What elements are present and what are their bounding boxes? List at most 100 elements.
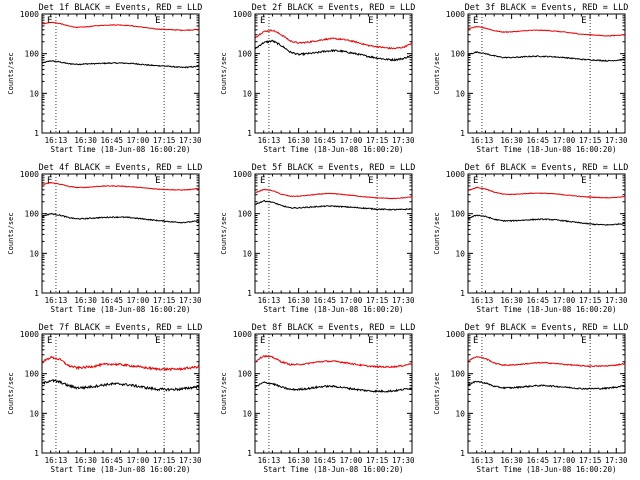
event-marker-label: E (260, 176, 265, 186)
y-axis-label: Counts/sec (7, 212, 15, 254)
x-tick-label: 16:13 (471, 136, 494, 145)
y-tick-label: 100 (25, 210, 40, 219)
y-tick-label: 10 (29, 249, 39, 258)
x-tick-label: 16:30 (500, 296, 523, 305)
event-marker-label: E (155, 176, 160, 186)
x-tick-label: 16:30 (287, 296, 310, 305)
x-tick-label: 16:13 (258, 456, 281, 465)
x-tick-label: 16:13 (258, 136, 281, 145)
y-tick-label: 10 (455, 409, 465, 418)
chart-title: Det 8f BLACK = Events, RED = LLD (252, 323, 416, 333)
event-marker-label: E (473, 336, 478, 346)
x-tick-label: 17:00 (127, 296, 150, 305)
event-marker-label: E (473, 16, 478, 26)
x-tick-label: 17:30 (392, 136, 415, 145)
series-line-events (254, 199, 412, 211)
x-axis-label: Start Time (18-Jun-08 16:00:20) (477, 465, 617, 474)
series-line-lld (254, 29, 413, 50)
y-tick-label: 1000 (446, 330, 465, 339)
x-tick-label: 17:15 (579, 456, 602, 465)
y-tick-label: 1000 (20, 330, 39, 339)
x-tick-label: 16:30 (287, 456, 310, 465)
y-axis-label: Counts/sec (220, 52, 228, 94)
series-line-lld (254, 188, 412, 200)
event-marker-label: E (260, 16, 265, 26)
y-tick-label: 10 (242, 249, 252, 258)
y-axis-label: Counts/sec (433, 212, 441, 254)
y-tick-label: 1 (247, 129, 252, 138)
y-tick-label: 1 (460, 129, 465, 138)
x-tick-label: 16:13 (45, 456, 68, 465)
x-tick-label: 17:30 (605, 456, 628, 465)
x-tick-label: 16:45 (100, 296, 123, 305)
x-tick-label: 16:45 (313, 296, 336, 305)
y-axis-label: Counts/sec (433, 52, 441, 94)
y-tick-label: 1000 (233, 330, 252, 339)
event-marker-label: E (581, 336, 586, 346)
y-tick-label: 1 (247, 289, 252, 298)
event-marker-label: E (155, 336, 160, 346)
series-line-events (41, 60, 200, 69)
x-tick-label: 16:13 (471, 456, 494, 465)
panel-det-1f: Det 1f BLACK = Events, RED = LLD 1 10 100 10… (7, 3, 202, 154)
x-tick-label: 16:30 (74, 296, 97, 305)
y-tick-label: 100 (451, 210, 466, 219)
x-axis-label: Start Time (18-Jun-08 16:00:20) (51, 145, 191, 154)
event-marker-label: E (47, 336, 52, 346)
chart-title: Det 4f BLACK = Events, RED = LLD (39, 163, 203, 173)
x-tick-label: 16:30 (500, 136, 523, 145)
series-line-events (467, 380, 626, 390)
x-tick-label: 17:00 (553, 136, 576, 145)
x-axis-label: Start Time (18-Jun-08 16:00:20) (264, 305, 404, 314)
y-tick-label: 100 (25, 50, 40, 59)
series-line-lld (41, 21, 199, 32)
panel-det-2f: Det 2f BLACK = Events, RED = LLD 1 10 100 10… (220, 3, 415, 154)
event-marker-label: E (368, 16, 373, 26)
y-tick-label: 10 (455, 89, 465, 98)
chart-title: Det 5f BLACK = Events, RED = LLD (252, 163, 416, 173)
y-tick-label: 10 (242, 89, 252, 98)
y-axis-label: Counts/sec (7, 372, 15, 414)
x-axis-label: Start Time (18-Jun-08 16:00:20) (264, 145, 404, 154)
series-line-events (254, 381, 413, 394)
x-tick-label: 16:45 (313, 136, 336, 145)
series-line-lld (467, 25, 626, 37)
series-line-events (467, 214, 626, 226)
y-tick-label: 1000 (20, 170, 39, 179)
event-marker-label: E (581, 176, 586, 186)
x-tick-label: 17:00 (340, 136, 363, 145)
x-axis-label: Start Time (18-Jun-08 16:00:20) (264, 465, 404, 474)
panel-det-9f: Det 9f BLACK = Events, RED = LLD 1 10 100 10… (433, 323, 628, 474)
event-marker-label: E (473, 176, 478, 186)
y-tick-label: 1000 (20, 10, 39, 19)
series-line-lld (467, 355, 626, 368)
panel-det-8f: Det 8f BLACK = Events, RED = LLD 1 10 100 10… (220, 323, 415, 474)
event-marker-label: E (581, 16, 586, 26)
y-tick-label: 1 (460, 289, 465, 298)
y-tick-label: 10 (455, 249, 465, 258)
y-tick-label: 10 (242, 409, 252, 418)
y-tick-label: 1 (34, 129, 39, 138)
chart-title: Det 2f BLACK = Events, RED = LLD (252, 3, 416, 13)
series-line-lld (467, 186, 626, 199)
x-tick-label: 17:15 (366, 456, 389, 465)
x-tick-label: 16:45 (526, 456, 549, 465)
series-line-events (254, 39, 413, 62)
y-tick-label: 1 (34, 449, 39, 458)
y-tick-label: 10 (29, 89, 39, 98)
x-tick-label: 16:45 (100, 456, 123, 465)
series-line-lld (254, 354, 413, 369)
chart-title: Det 9f BLACK = Events, RED = LLD (465, 323, 629, 333)
chart-title: Det 1f BLACK = Events, RED = LLD (39, 3, 203, 13)
event-marker-label: E (368, 336, 373, 346)
y-tick-label: 100 (238, 370, 253, 379)
y-tick-label: 100 (238, 210, 253, 219)
x-tick-label: 17:00 (127, 136, 150, 145)
y-tick-label: 100 (25, 370, 40, 379)
x-tick-label: 16:30 (74, 456, 97, 465)
x-tick-label: 17:30 (392, 456, 415, 465)
x-axis-label: Start Time (18-Jun-08 16:00:20) (51, 305, 191, 314)
x-tick-label: 17:30 (179, 136, 202, 145)
